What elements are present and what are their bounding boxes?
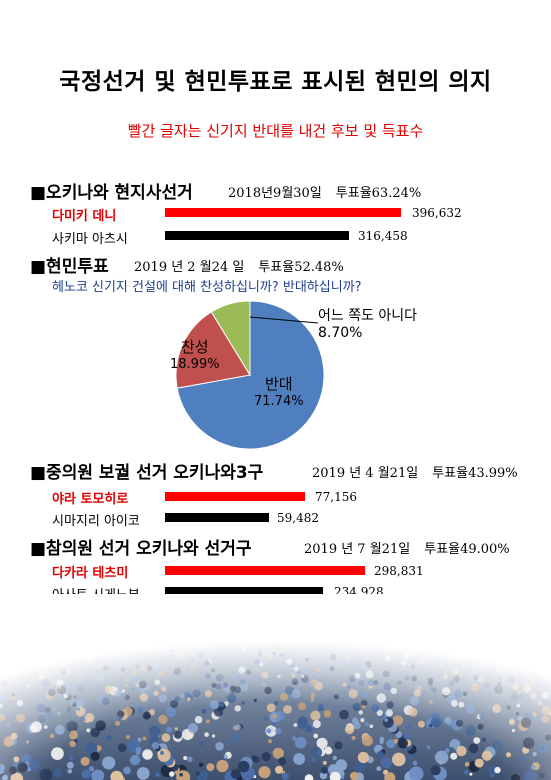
lower-house-heading: ■중의원 보궐 선거 오키나와3구 [30,463,264,483]
governor-candidate-2-name: 사키마 아츠시 [52,232,128,247]
pie-slice-support [175,311,251,389]
governor-candidate-1-name: 다미키 데니 [52,209,117,224]
upper-house-meta: 2019 년 7 월21일 투표율49.00% [304,538,524,557]
page-title: 국정선거 및 현민투표로 표시된 현민의 의지 [59,69,492,95]
governor-turnout: 투표율63.24% [335,186,422,201]
referendum-date: 2019 년 2 월24 일 [134,260,245,275]
pie-label-neither-value: 8.70% [318,325,363,341]
upper-house-candidate-1-name: 다카라 테츠미 [52,566,129,581]
pie-label-oppose-text: 반대 [264,375,293,393]
crowd-illustration [0,594,551,780]
pie-slice-neither [210,300,251,377]
lower-house-candidate-1-name: 야라 토모히로 [52,492,129,507]
referendum-pie-chart [175,300,325,450]
pie-label-oppose-value: 71.74% [254,394,304,409]
page-subtitle: 빨간 글자는 신기지 반대를 내건 후보 및 득표수 [127,122,424,140]
referendum-meta: 2019 년 2 월24 일 투표율52.48% [134,256,358,275]
lower-house-candidate-2-bar [165,513,269,522]
governor-heading: ■오키나와 현지사선거 [30,183,193,203]
upper-house-candidate-2-bar [165,587,323,596]
governor-date: 2018년9월30일 [228,186,322,201]
pie-label-oppose: 반대 71.74% [254,376,304,410]
lower-house-candidate-1-votes: 77,156 [315,490,357,504]
lower-house-meta: 2019 년 4 월21일 투표율43.99% [312,462,532,481]
governor-candidate-2-votes: 316,458 [358,229,408,243]
pie-label-support-value: 18.99% [170,357,220,372]
referendum-turnout: 투표율52.48% [258,260,344,275]
governor-candidate-2-bar [165,231,349,240]
pie-label-neither-text: 어느 쪽도 아니다 [318,308,418,324]
governor-candidate-1-votes: 396,632 [412,206,462,220]
lower-house-candidate-2-name: 시마지리 아이코 [52,514,140,529]
governor-candidate-1-bar [165,208,401,217]
pie-callout-line [249,316,319,324]
rally-crowd-photo [0,594,551,780]
upper-house-turnout: 투표율49.00% [424,542,510,557]
lower-house-date: 2019 년 4 월21일 [312,466,419,481]
upper-house-date: 2019 년 7 월21일 [304,542,411,557]
referendum-question: 헤노코 신기지 건설에 대해 찬성하십니까? 반대하십니까? [52,280,362,295]
lower-house-turnout: 투표율43.99% [432,466,518,481]
pie-label-support: 찬성 18.99% [170,339,220,373]
lower-house-candidate-2-votes: 59,482 [277,511,319,525]
referendum-heading: ■현민투표 [30,257,109,277]
pie-slice-oppose [176,300,325,450]
governor-meta: 2018년9월30일 투표율63.24% [228,182,435,201]
pie-label-neither: 어느 쪽도 아니다 8.70% [318,308,417,342]
pie-label-support-text: 찬성 [180,338,209,356]
upper-house-candidate-1-votes: 298,831 [374,564,424,578]
lower-house-candidate-1-bar [165,492,305,501]
upper-house-heading: ■참의원 선거 오키나와 선거구 [30,539,252,559]
upper-house-candidate-1-bar [165,566,365,575]
